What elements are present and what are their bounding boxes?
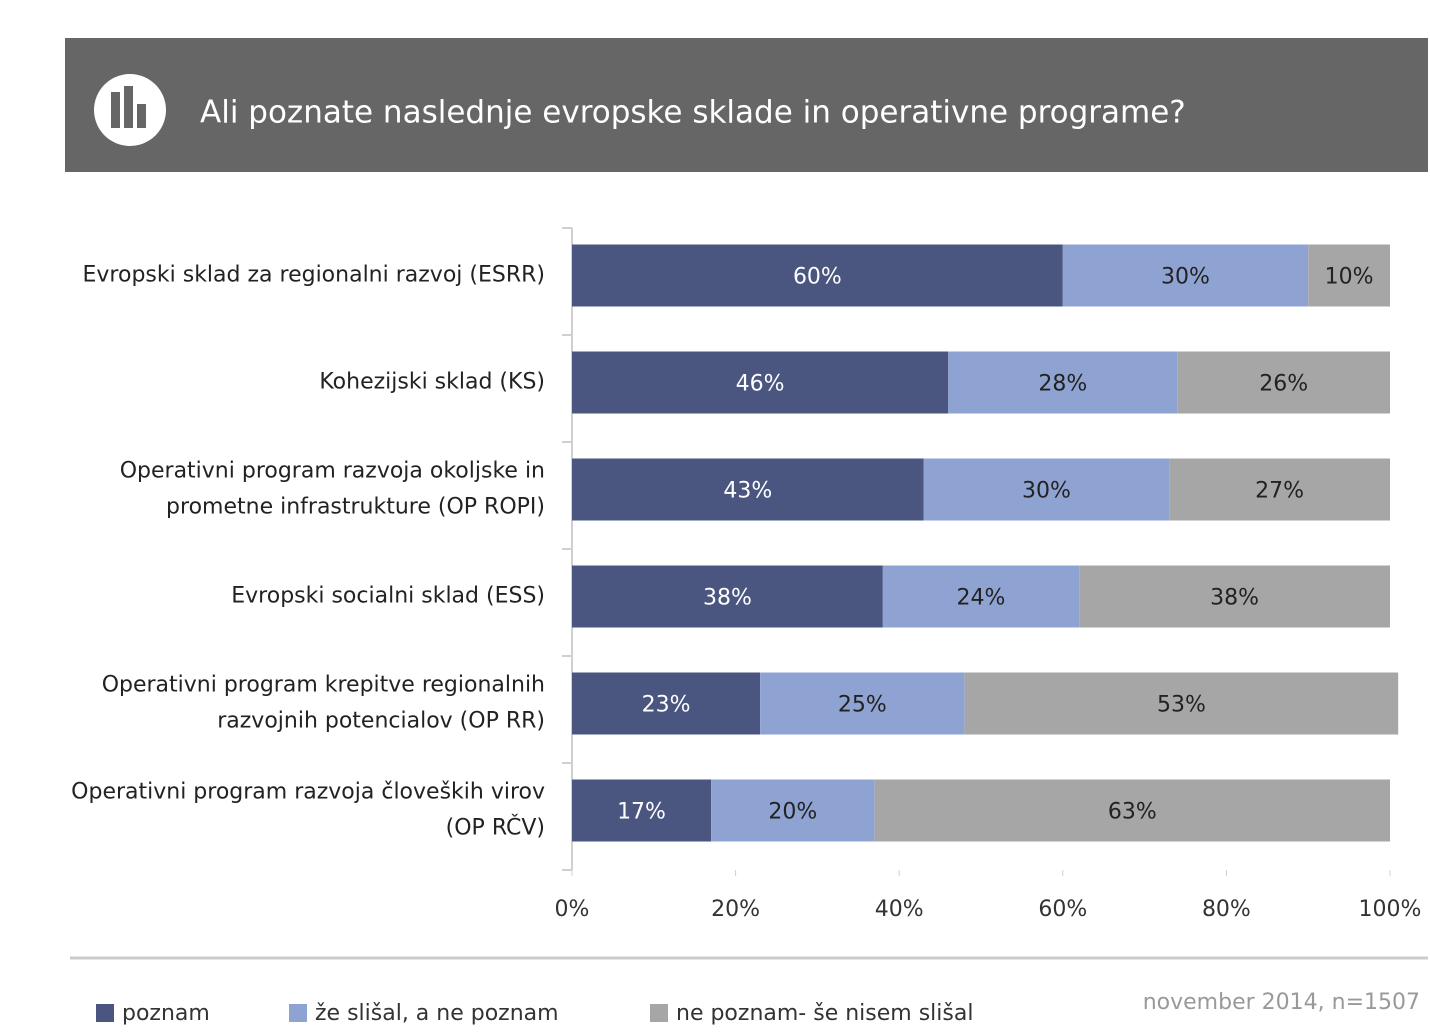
x-tick-label: 40% <box>875 897 924 922</box>
bar-segment <box>572 244 1063 307</box>
header-box <box>65 38 1428 172</box>
x-tick-label: 20% <box>711 897 760 922</box>
value-label: 24% <box>957 586 1006 611</box>
bar-segment <box>964 672 1399 735</box>
legend-label: ne poznam- še nisem slišal <box>676 1001 973 1026</box>
category-label: Operativni program krepitve regionalnih r… <box>102 673 545 734</box>
value-label: 10% <box>1325 265 1374 290</box>
chart-title: Ali poznate naslednje evropske sklade in… <box>200 95 1186 131</box>
category-label: Operativni program razvoja človeških vir… <box>71 780 545 841</box>
bar-segment <box>711 779 875 842</box>
bar-segment <box>923 458 1170 521</box>
x-tick-label: 0% <box>555 897 590 922</box>
bar-segment <box>760 672 965 735</box>
value-label: 46% <box>736 372 785 397</box>
x-tick-label: 100% <box>1359 897 1422 922</box>
bar-segment <box>874 779 1390 842</box>
value-label: 38% <box>1210 586 1259 611</box>
bar-segment <box>1169 458 1390 521</box>
value-label: 27% <box>1255 479 1304 504</box>
bar-segment <box>572 458 924 521</box>
category-label: Operativni program razvoja okoljske in pr… <box>120 459 545 520</box>
value-label: 23% <box>642 693 691 718</box>
x-tick-label: 80% <box>1202 897 1251 922</box>
bar-segment <box>572 351 949 414</box>
bar-segment <box>572 779 712 842</box>
legend-swatch <box>289 1004 307 1022</box>
value-label: 28% <box>1038 372 1087 397</box>
bar-segment <box>882 565 1080 628</box>
legend-label: poznam <box>122 1001 210 1026</box>
value-label: 38% <box>703 586 752 611</box>
value-label: 17% <box>617 800 666 825</box>
legend-label: že slišal, a ne poznam <box>315 1001 559 1026</box>
value-label: 30% <box>1161 265 1210 290</box>
note: november 2014, n=1507 <box>1143 990 1420 1015</box>
bar-segment <box>572 565 883 628</box>
value-label: 25% <box>838 693 887 718</box>
value-label: 43% <box>723 479 772 504</box>
value-label: 63% <box>1108 800 1157 825</box>
category-label: Evropski sklad za regionalni razvoj (ESR… <box>83 263 545 288</box>
bar-segment <box>1177 351 1390 414</box>
value-label: 20% <box>768 800 817 825</box>
header-icon <box>94 74 166 146</box>
value-label: 26% <box>1259 372 1308 397</box>
value-label: 60% <box>793 265 842 290</box>
category-label: Evropski socialni sklad (ESS) <box>231 584 545 609</box>
value-label: 53% <box>1157 693 1206 718</box>
value-label: 30% <box>1022 479 1071 504</box>
bar-segment <box>1062 244 1309 307</box>
bar-segment <box>572 672 761 735</box>
bar-segment <box>948 351 1178 414</box>
category-label: Kohezijski sklad (KS) <box>319 370 545 395</box>
bar-segment <box>1308 244 1390 307</box>
legend-swatch <box>96 1004 114 1022</box>
legend-swatch <box>650 1004 668 1022</box>
bar-segment <box>1079 565 1390 628</box>
x-tick-label: 60% <box>1038 897 1087 922</box>
